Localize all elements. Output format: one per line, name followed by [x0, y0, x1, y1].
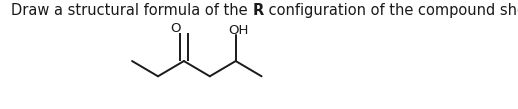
- Text: configuration of the compound shown below.: configuration of the compound shown belo…: [264, 3, 518, 18]
- Text: O: O: [170, 22, 180, 35]
- Text: Draw a structural formula of the: Draw a structural formula of the: [11, 3, 253, 18]
- Text: OH: OH: [228, 24, 249, 37]
- Text: R: R: [253, 3, 264, 18]
